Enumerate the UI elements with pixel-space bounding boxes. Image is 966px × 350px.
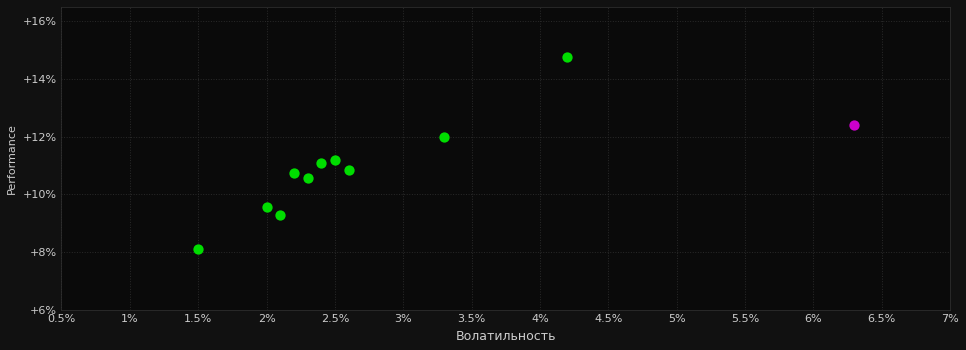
Point <box>341 167 356 173</box>
Point <box>437 134 452 139</box>
Point <box>259 204 274 210</box>
Point <box>847 122 863 128</box>
Point <box>299 176 315 181</box>
Y-axis label: Performance: Performance <box>7 123 17 194</box>
Point <box>286 170 301 175</box>
Point <box>559 55 575 60</box>
Point <box>327 157 343 162</box>
X-axis label: Волатильность: Волатильность <box>456 330 556 343</box>
Point <box>272 212 288 217</box>
Point <box>314 160 329 166</box>
Point <box>190 246 206 252</box>
